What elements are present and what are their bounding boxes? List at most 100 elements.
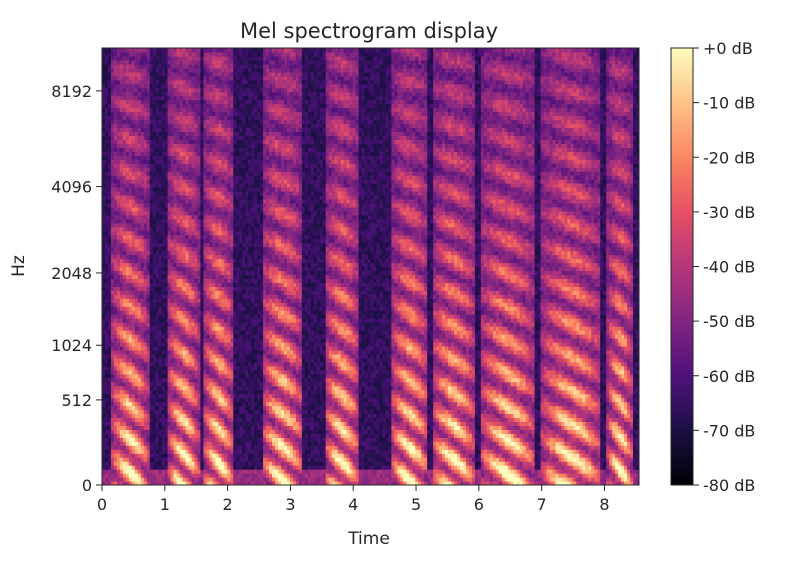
heatmap-cell	[122, 95, 127, 101]
heatmap-cell	[200, 449, 205, 454]
heatmap-cell	[155, 326, 160, 331]
heatmap-cell	[218, 330, 222, 335]
heatmap-cell	[122, 465, 127, 470]
heatmap-cell	[203, 167, 208, 172]
heatmap-cell	[104, 274, 109, 280]
heatmap-cell	[104, 345, 109, 351]
heatmap-cell	[119, 48, 124, 53]
heatmap-cell	[173, 425, 178, 430]
heatmap-cell	[200, 266, 205, 272]
heatmap-cell	[155, 365, 160, 371]
heatmap-cell	[224, 341, 228, 347]
heatmap-cell	[146, 389, 151, 395]
heatmap-cell	[110, 461, 115, 466]
heatmap-cell	[131, 334, 136, 339]
heatmap-cell	[176, 187, 181, 192]
heatmap-cell	[140, 290, 145, 295]
heatmap-cell	[131, 143, 136, 148]
heatmap-cell	[143, 167, 148, 172]
heatmap-cell	[212, 226, 216, 232]
heatmap-cell	[116, 274, 121, 280]
heatmap-cell	[131, 71, 136, 77]
heatmap-cell	[185, 381, 190, 387]
heatmap-cell	[206, 306, 210, 311]
heatmap-cell	[176, 389, 181, 395]
heatmap-cell	[188, 135, 193, 140]
heatmap-cell	[200, 306, 205, 311]
heatmap-cell	[146, 194, 151, 200]
heatmap-cell	[185, 159, 190, 164]
heatmap-cell	[143, 349, 148, 355]
heatmap-cell	[110, 357, 115, 363]
heatmap-cell	[158, 393, 163, 399]
heatmap-cell	[209, 63, 213, 69]
heatmap-cell	[137, 175, 142, 180]
heatmap-cell	[102, 278, 106, 283]
heatmap-cell	[218, 95, 222, 101]
heatmap-cell	[125, 353, 130, 359]
heatmap-cell	[176, 115, 181, 121]
heatmap-cell	[125, 338, 130, 343]
heatmap-cell	[110, 230, 115, 236]
heatmap-cell	[209, 179, 213, 184]
heatmap-cell	[176, 353, 181, 359]
heatmap-cell	[102, 59, 106, 65]
heatmap-cell	[137, 139, 142, 144]
heatmap-cell	[137, 445, 142, 450]
heatmap-cell	[119, 290, 124, 295]
heatmap-cell	[164, 51, 169, 57]
heatmap-cell	[137, 95, 142, 101]
heatmap-cell	[170, 214, 175, 220]
heatmap-cell	[128, 326, 133, 331]
heatmap-cell	[221, 59, 225, 65]
heatmap-cell	[125, 167, 130, 172]
heatmap-cell	[155, 123, 160, 129]
heatmap-cell	[164, 218, 169, 224]
heatmap-cell	[134, 151, 139, 156]
heatmap-cell	[119, 389, 124, 395]
heatmap-cell	[194, 365, 199, 371]
heatmap-cell	[200, 338, 205, 343]
heatmap-cell	[185, 103, 190, 109]
heatmap-cell	[110, 457, 115, 462]
heatmap-cell	[104, 373, 109, 379]
heatmap-cell	[164, 417, 169, 423]
heatmap-cell	[102, 179, 106, 184]
heatmap-cell	[125, 48, 130, 53]
heatmap-cell	[125, 51, 130, 57]
heatmap-cell	[113, 262, 118, 268]
heatmap-cell	[221, 175, 225, 180]
heatmap-cell	[215, 214, 219, 220]
heatmap-cell	[224, 437, 228, 442]
heatmap-cell	[209, 119, 213, 125]
heatmap-cell	[149, 345, 154, 351]
heatmap-cell	[104, 103, 109, 109]
heatmap-cell	[158, 270, 163, 276]
heatmap-cell	[188, 91, 193, 97]
heatmap-cell	[164, 286, 169, 291]
heatmap-cell	[191, 401, 196, 407]
heatmap-cell	[185, 198, 190, 204]
heatmap-cell	[107, 210, 112, 216]
heatmap-cell	[143, 206, 148, 212]
heatmap-cell	[116, 330, 121, 335]
heatmap-cell	[128, 433, 133, 438]
heatmap-cell	[179, 481, 184, 485]
heatmap-cell	[102, 87, 106, 93]
heatmap-cell	[158, 103, 163, 109]
heatmap-cell	[176, 282, 181, 287]
heatmap-cell	[107, 477, 112, 482]
heatmap-cell	[110, 326, 115, 331]
heatmap-cell	[179, 278, 184, 283]
heatmap-cell	[179, 179, 184, 184]
heatmap-cell	[170, 179, 175, 184]
heatmap-cell	[155, 187, 160, 192]
heatmap-cell	[104, 401, 109, 407]
heatmap-cell	[188, 349, 193, 355]
heatmap-cell	[104, 163, 109, 168]
heatmap-cell	[212, 83, 216, 89]
heatmap-cell	[185, 361, 190, 367]
heatmap-cell	[161, 246, 166, 252]
heatmap-cell	[134, 417, 139, 423]
heatmap-cell	[188, 473, 193, 478]
